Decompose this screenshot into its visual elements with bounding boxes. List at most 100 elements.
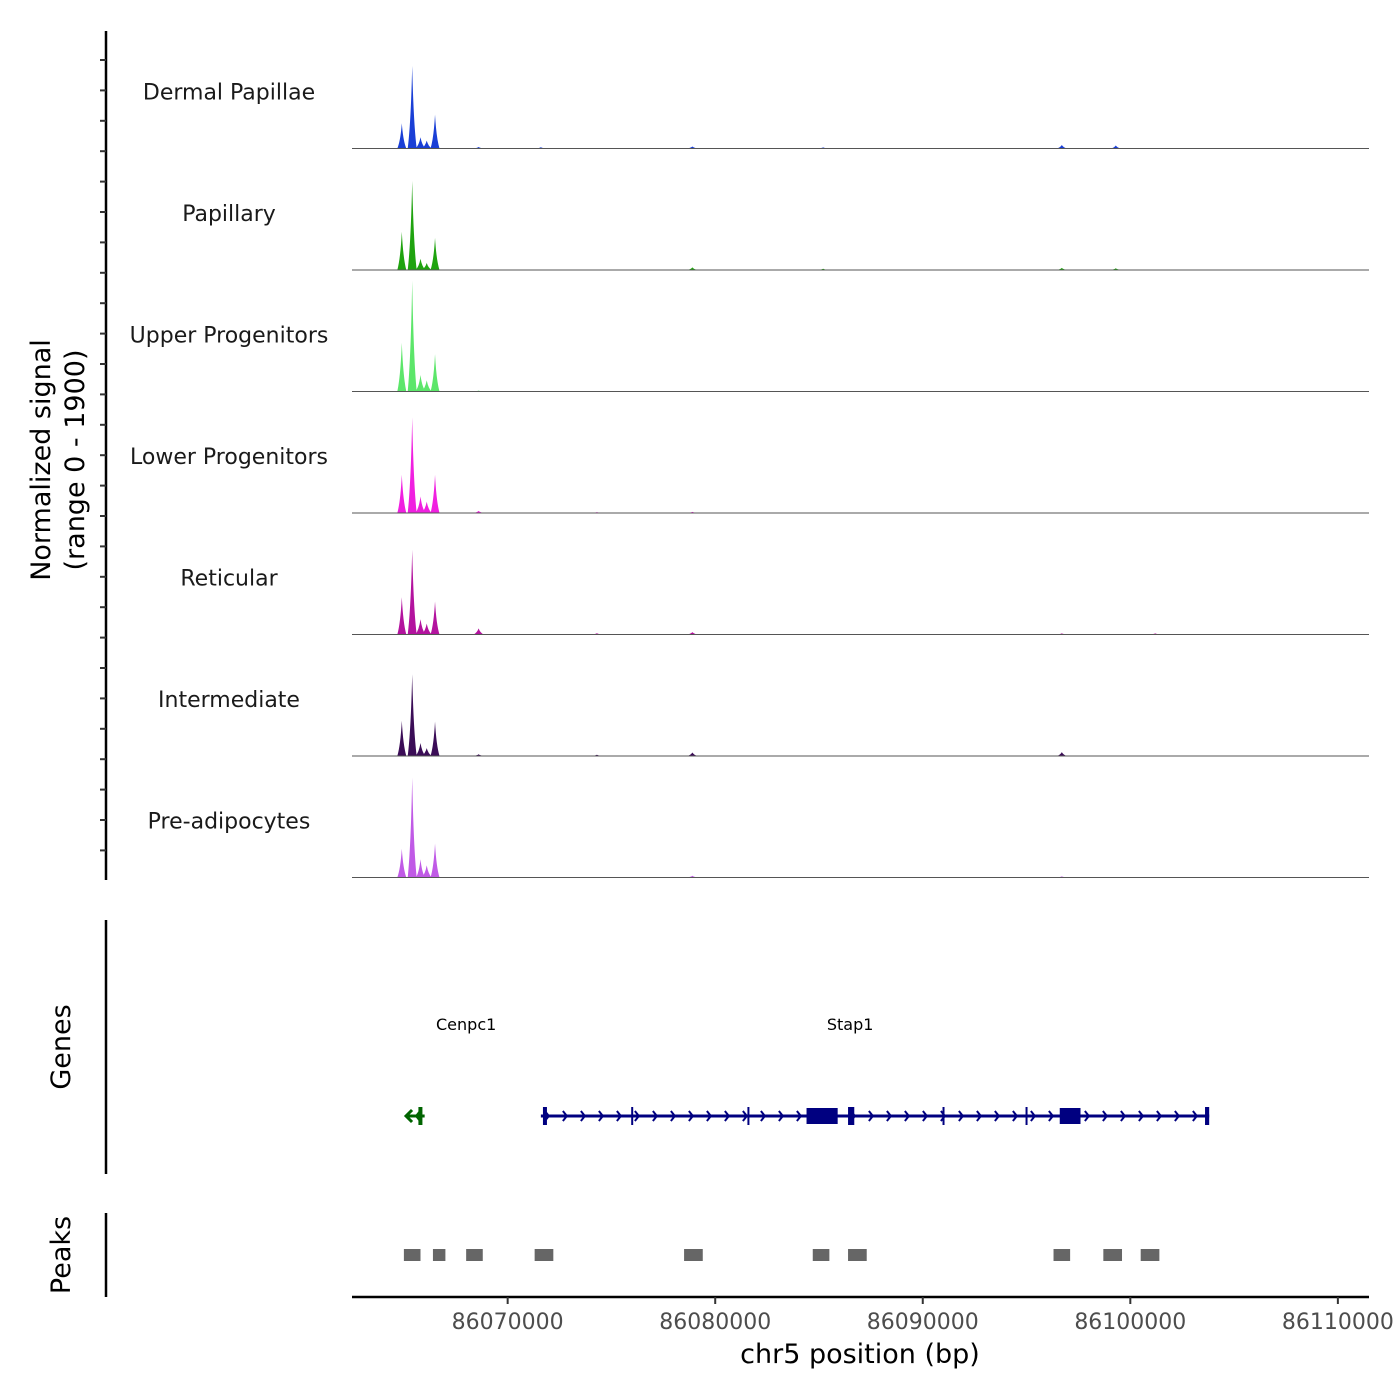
signal-peak bbox=[687, 632, 698, 635]
signal-peak bbox=[397, 342, 407, 392]
gene-exon bbox=[806, 1108, 838, 1124]
strand-arrow bbox=[580, 1110, 587, 1122]
gene-stap1: Stap1 bbox=[540, 1015, 1210, 1125]
gene-exon bbox=[1059, 1108, 1081, 1124]
peaks-panel-title: Peaks bbox=[46, 1216, 77, 1294]
genes-panel-title: Genes bbox=[46, 1004, 77, 1089]
strand-arrow bbox=[688, 1110, 695, 1122]
track-papillary: Papillary bbox=[182, 180, 1369, 271]
strand-arrow bbox=[1156, 1110, 1163, 1122]
signal-peak bbox=[407, 417, 417, 513]
track-label: Lower Progenitors bbox=[130, 445, 328, 470]
strand-arrow bbox=[940, 1110, 947, 1122]
x-axis-tick-label: 86110000 bbox=[1282, 1310, 1394, 1335]
signal-peak bbox=[1056, 267, 1067, 270]
strand-arrow bbox=[403, 1108, 414, 1124]
signal-peak bbox=[397, 848, 407, 878]
strand-arrow bbox=[976, 1110, 983, 1122]
strand-arrow bbox=[922, 1110, 929, 1122]
signal-peak bbox=[415, 137, 426, 149]
strand-arrow bbox=[670, 1110, 677, 1122]
signal-peak bbox=[1110, 145, 1121, 149]
peak-region bbox=[1053, 1249, 1071, 1261]
signal-peak bbox=[430, 474, 440, 513]
track-label: Pre-adipocytes bbox=[148, 810, 311, 835]
signal-peak bbox=[415, 496, 426, 513]
track-label: Upper Progenitors bbox=[130, 324, 329, 349]
signal-peak bbox=[397, 720, 407, 756]
peak-region bbox=[812, 1249, 830, 1261]
strand-arrow bbox=[1192, 1110, 1199, 1122]
x-axis-tick-label: 86070000 bbox=[452, 1310, 564, 1335]
signal-peak bbox=[421, 140, 432, 149]
strand-arrow bbox=[742, 1110, 749, 1122]
track-label: Dermal Papillae bbox=[143, 81, 315, 106]
track-upper-progenitors: Upper Progenitors bbox=[130, 280, 1369, 392]
signal-peak bbox=[430, 843, 440, 878]
y-axis-title-line1: Normalized signal bbox=[26, 339, 57, 581]
coverage-y-axis-title: Normalized signal (range 0 - 1900) bbox=[26, 339, 91, 581]
strand-arrow bbox=[760, 1110, 767, 1122]
signal-peak bbox=[473, 628, 484, 635]
x-axis-tick-label: 86100000 bbox=[1074, 1310, 1186, 1335]
strand-arrow bbox=[616, 1110, 623, 1122]
strand-arrow bbox=[1048, 1110, 1055, 1122]
strand-arrow bbox=[778, 1110, 785, 1122]
signal-peak bbox=[407, 65, 417, 149]
strand-arrow bbox=[724, 1110, 731, 1122]
track-label: Papillary bbox=[182, 202, 276, 227]
signal-peak bbox=[397, 597, 407, 635]
gene-exon bbox=[848, 1107, 855, 1125]
signal-peak bbox=[687, 267, 698, 270]
gene-cenpc1: Cenpc1 bbox=[403, 1015, 496, 1125]
x-axis-ticks: 86070000 86080000 86090000 86100000 86110000 bbox=[452, 1297, 1394, 1335]
track-lower-progenitors: Lower Progenitors bbox=[130, 417, 1369, 514]
strand-arrow bbox=[904, 1110, 911, 1122]
peak-region bbox=[403, 1249, 421, 1261]
strand-arrow bbox=[1012, 1110, 1019, 1122]
signal-peak bbox=[415, 742, 426, 756]
y-axis-title-line2: (range 0 - 1900) bbox=[60, 350, 91, 571]
track-pre-adipocytes: Pre-adipocytes bbox=[148, 777, 1369, 878]
gene-label: Cenpc1 bbox=[436, 1015, 496, 1034]
signal-peak bbox=[415, 619, 426, 635]
coverage-tracks: Dermal Papillae Papillary Upper Progenitor… bbox=[130, 65, 1369, 878]
signal-peak bbox=[407, 777, 417, 878]
signal-peak bbox=[421, 623, 432, 635]
signal-peak bbox=[397, 474, 407, 513]
signal-peak bbox=[430, 601, 440, 635]
signal-peak bbox=[1056, 752, 1067, 756]
peak-region bbox=[432, 1249, 446, 1261]
signal-peak bbox=[407, 549, 417, 635]
signal-peak bbox=[415, 859, 425, 878]
signal-peak bbox=[421, 748, 432, 756]
gene-annotation-track: Cenpc1 Stap1 bbox=[403, 1015, 1210, 1125]
strand-arrow bbox=[868, 1110, 875, 1122]
track-reticular: Reticular bbox=[180, 549, 1369, 635]
peak-region bbox=[466, 1249, 483, 1261]
signal-peak bbox=[407, 280, 417, 392]
strand-arrow bbox=[1174, 1110, 1181, 1122]
gene-label: Stap1 bbox=[827, 1015, 874, 1034]
strand-arrow bbox=[1030, 1110, 1037, 1122]
peak-region bbox=[1140, 1249, 1160, 1261]
gene-exon bbox=[1205, 1107, 1210, 1125]
signal-peak bbox=[473, 510, 484, 513]
signal-peak bbox=[687, 752, 698, 756]
strand-arrow bbox=[1084, 1110, 1091, 1122]
track-intermediate: Intermediate bbox=[158, 674, 1369, 757]
strand-arrow bbox=[796, 1110, 803, 1122]
track-dermal-papillae: Dermal Papillae bbox=[143, 65, 1369, 149]
signal-peak bbox=[421, 865, 432, 878]
track-label: Reticular bbox=[180, 567, 278, 592]
strand-arrow bbox=[652, 1110, 659, 1122]
signal-peak bbox=[407, 674, 417, 756]
peak-region bbox=[534, 1249, 554, 1261]
signal-peak bbox=[421, 380, 432, 392]
strand-arrow bbox=[1120, 1110, 1127, 1122]
signal-peak bbox=[415, 374, 426, 392]
x-axis-title: chr5 position (bp) bbox=[740, 1339, 980, 1370]
signal-peak bbox=[407, 180, 417, 270]
coverage-y-axis-ticks bbox=[100, 59, 106, 852]
